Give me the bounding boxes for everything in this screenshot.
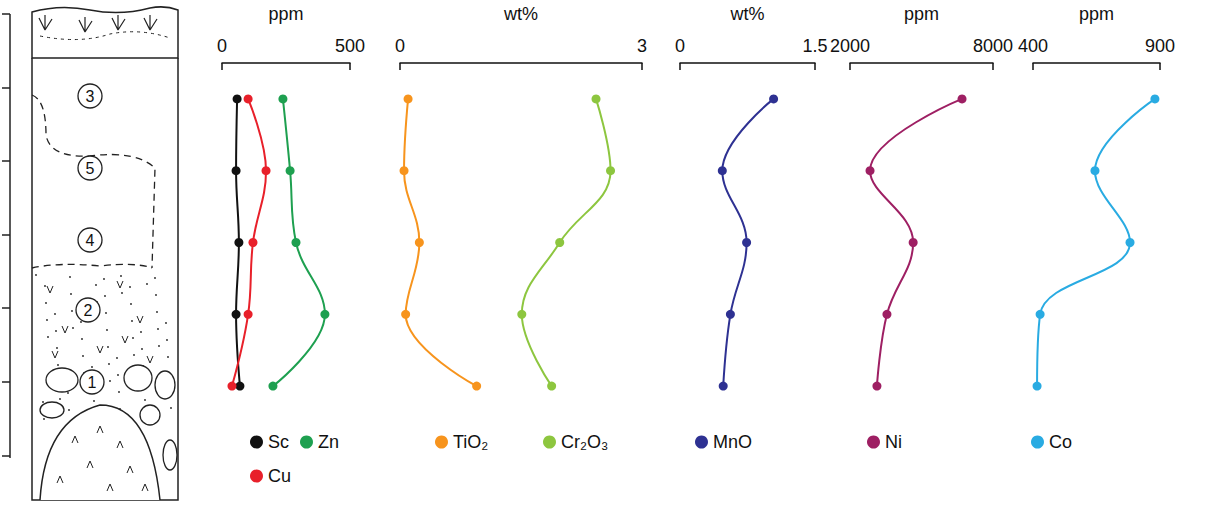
svg-text:Cr₂O₃: Cr₂O₃ [561,432,608,452]
svg-text:wt%: wt% [503,4,538,24]
svg-text:ppm: ppm [268,4,303,24]
svg-text:TiO₂: TiO₂ [453,432,488,452]
svg-text:Sc: Sc [268,432,289,452]
svg-text:Cu: Cu [268,466,291,486]
svg-text:5: 5 [86,160,95,177]
svg-text:Zn: Zn [318,432,339,452]
svg-text:4: 4 [86,232,95,249]
svg-text:400: 400 [1018,36,1048,56]
svg-text:ppm: ppm [904,4,939,24]
svg-text:0: 0 [217,36,227,56]
svg-text:0: 0 [395,36,405,56]
svg-text:2: 2 [84,302,93,319]
svg-text:3: 3 [86,88,95,105]
svg-text:8000: 8000 [973,36,1013,56]
svg-text:1.5: 1.5 [802,36,827,56]
svg-text:900: 900 [1145,36,1175,56]
svg-text:1: 1 [88,374,97,391]
svg-text:ppm: ppm [1079,4,1114,24]
svg-text:0: 0 [675,36,685,56]
svg-text:2000: 2000 [830,36,870,56]
svg-text:Ni: Ni [885,432,902,452]
svg-text:wt%: wt% [729,4,764,24]
svg-text:3: 3 [637,36,647,56]
svg-text:Co: Co [1049,432,1072,452]
svg-text:500: 500 [335,36,365,56]
svg-text:MnO: MnO [713,432,752,452]
